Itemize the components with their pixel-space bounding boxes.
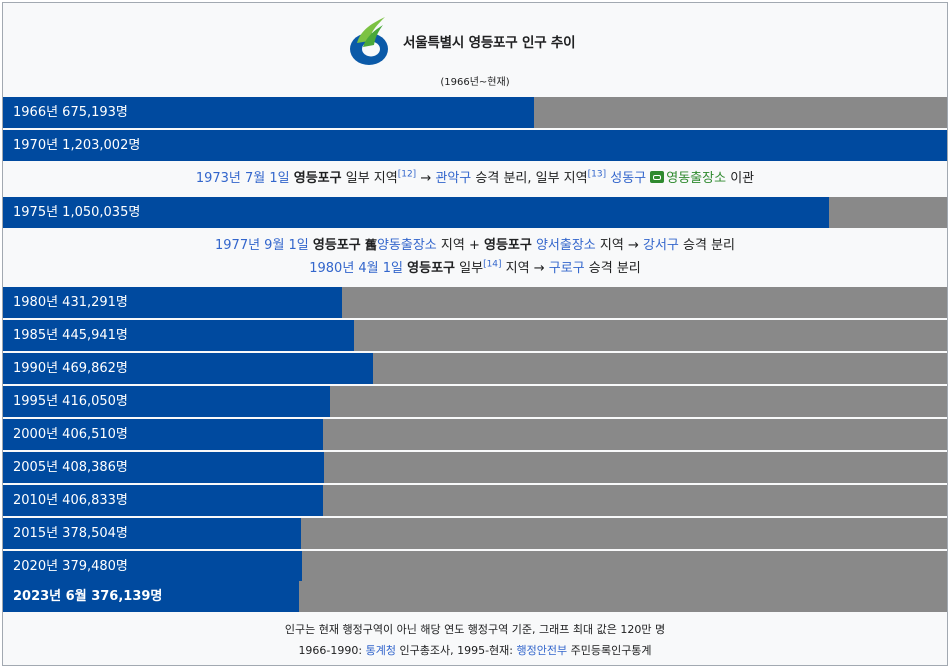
bar-fill bbox=[3, 551, 302, 582]
bar-label: 1995년 416,050명 bbox=[13, 394, 128, 409]
bar-row-2000: 2000년 406,510명 bbox=[3, 419, 947, 450]
bar-label: 2023년 6월 376,139명 bbox=[13, 589, 163, 604]
external-link-icon bbox=[650, 171, 665, 183]
chart-title: 서울특별시 영등포구 인구 추이 bbox=[403, 35, 576, 51]
district-link[interactable]: 강서구 bbox=[643, 238, 679, 253]
chart-header: 서울특별시 영등포구 인구 추이 (1966년~현재) bbox=[3, 3, 947, 97]
note-text: 승격 분리 bbox=[584, 261, 641, 276]
bar-label: 2005년 408,386명 bbox=[13, 460, 128, 475]
bar-row-2023: 2023년 6월 376,139명 bbox=[3, 581, 947, 612]
note-text: 이관 bbox=[726, 171, 755, 186]
bar-fill bbox=[3, 287, 342, 318]
note-text: 승격 분리, 일부 지역 bbox=[471, 171, 588, 186]
bar-fill bbox=[3, 485, 323, 516]
reference-link[interactable]: [12] bbox=[397, 169, 417, 180]
source-link[interactable]: 행정안전부 bbox=[516, 644, 568, 657]
bar-fill bbox=[3, 386, 330, 417]
bar-label: 1966년 675,193명 bbox=[13, 105, 128, 120]
bar-label: 2000년 406,510명 bbox=[13, 427, 128, 442]
district-link[interactable]: 구로구 bbox=[548, 261, 585, 276]
bar-fill bbox=[3, 452, 324, 483]
bar-row-1990: 1990년 469,862명 bbox=[3, 353, 947, 384]
bar-label: 1990년 469,862명 bbox=[13, 361, 128, 376]
district-name: 영등포구 bbox=[483, 238, 532, 253]
bar-label: 2015년 378,504명 bbox=[13, 526, 128, 541]
footer-source: 1966-1990: 통계청 인구총조사, 1995-현재: 행정안전부 주민등… bbox=[3, 640, 947, 661]
bar-fill bbox=[3, 320, 354, 351]
footer-text: 1966-1990: bbox=[298, 644, 366, 657]
bar-label: 1980년 431,291명 bbox=[13, 295, 128, 310]
bar-row-1966: 1966년 675,193명 bbox=[3, 97, 947, 128]
bar-fill bbox=[3, 97, 534, 128]
bar-fill bbox=[3, 130, 947, 161]
district-link[interactable]: 성동구 bbox=[610, 171, 647, 186]
bar-label: 1970년 1,203,002명 bbox=[13, 138, 141, 153]
note-text: 일부 지역 bbox=[341, 171, 398, 186]
bar-fill bbox=[3, 518, 301, 549]
note-text: → bbox=[416, 171, 436, 186]
bar-row-2010: 2010년 406,833명 bbox=[3, 485, 947, 516]
date-link[interactable]: 1977년 9월 1일 bbox=[215, 238, 309, 253]
bar-label: 2020년 379,480명 bbox=[13, 559, 128, 574]
bar-fill bbox=[3, 419, 323, 450]
note-text: 지역 + bbox=[436, 238, 484, 253]
note-text: 지역 → bbox=[595, 238, 643, 253]
footer-text: 인구총조사, 1995-현재: bbox=[395, 644, 517, 657]
date-link[interactable]: 1980년 4월 1일 bbox=[309, 261, 404, 276]
bar-row-1970: 1970년 1,203,002명 bbox=[3, 130, 947, 161]
bar-label: 1985년 445,941명 bbox=[13, 328, 128, 343]
chart-subtitle: (1966년~현재) bbox=[440, 77, 510, 88]
footer-text: 주민등록인구통계 bbox=[567, 644, 652, 657]
bar-row-1980: 1980년 431,291명 bbox=[3, 287, 947, 318]
source-link[interactable]: 통계청 bbox=[365, 644, 396, 657]
bar-fill bbox=[3, 197, 829, 228]
bar-fill bbox=[3, 353, 373, 384]
note-text: 승격 분리 bbox=[678, 238, 735, 253]
reference-link[interactable]: [13] bbox=[587, 169, 607, 180]
date-link[interactable]: 1973년 7월 1일 bbox=[195, 171, 290, 186]
note-text: 舊 bbox=[360, 238, 377, 252]
bar-label: 2010년 406,833명 bbox=[13, 493, 128, 508]
district-name: 영등포구 bbox=[293, 171, 342, 186]
district-link[interactable]: 양동출장소 bbox=[376, 238, 437, 253]
district-name: 영등포구 bbox=[312, 238, 361, 253]
chart-footer: 인구는 현재 행정구역이 아닌 해당 연도 행정구역 기준, 그래프 최대 값은… bbox=[3, 613, 947, 665]
bar-row-2015: 2015년 378,504명 bbox=[3, 518, 947, 549]
bar-row-1985: 1985년 445,941명 bbox=[3, 320, 947, 351]
district-link[interactable]: 양서출장소 bbox=[535, 238, 596, 253]
bar-row-1975: 1975년 1,050,035명 bbox=[3, 197, 947, 228]
district-link[interactable]: 영동출장소 bbox=[666, 171, 727, 186]
bar-row-2020: 2020년 379,480명 bbox=[3, 551, 947, 582]
bar-fill bbox=[3, 581, 299, 612]
district-link[interactable]: 관악구 bbox=[435, 171, 472, 186]
reference-link[interactable]: [14] bbox=[483, 259, 502, 270]
bar-row-2005: 2005년 408,386명 bbox=[3, 452, 947, 483]
note-text: 지역 → bbox=[501, 261, 549, 276]
bar-label: 1975년 1,050,035명 bbox=[13, 205, 141, 220]
bar-row-1995: 1995년 416,050명 bbox=[3, 386, 947, 417]
yeongdeungpo-logo-icon bbox=[350, 17, 388, 65]
note-1977-1980: 1977년 9월 1일 영등포구 舊양동출장소 지역 + 영등포구 양서출장소 … bbox=[3, 229, 947, 286]
note-text: 일부 bbox=[455, 261, 484, 276]
footer-note: 인구는 현재 행정구역이 아닌 해당 연도 행정구역 기준, 그래프 최대 값은… bbox=[284, 623, 666, 636]
district-name: 영등포구 bbox=[407, 261, 455, 276]
note-1973: 1973년 7월 1일 영등포구 일부 지역[12] → 관악구 승격 분리, … bbox=[3, 163, 947, 196]
